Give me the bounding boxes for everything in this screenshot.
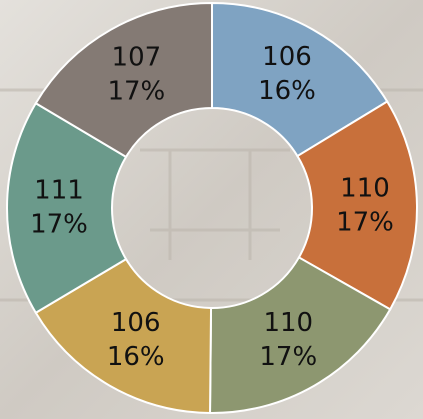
- value-label: 106: [111, 308, 161, 338]
- donut-segment: [34, 1, 213, 159]
- value-label: 110: [263, 308, 313, 338]
- value-label: 106: [262, 42, 312, 72]
- percent-label: 16%: [258, 76, 316, 106]
- percent-label: 17%: [107, 77, 165, 107]
- donut-segment: [6, 101, 128, 315]
- percent-label: 17%: [259, 342, 317, 372]
- donut-segment: [209, 256, 392, 414]
- donut-segment: [211, 1, 389, 158]
- donut-segment: [296, 100, 418, 311]
- value-label: 110: [340, 173, 390, 203]
- donut-segment: [34, 257, 213, 415]
- percent-label: 17%: [336, 207, 394, 237]
- value-label: 107: [112, 43, 162, 73]
- percent-label: 17%: [30, 210, 88, 240]
- value-label: 111: [34, 176, 84, 206]
- percent-label: 16%: [107, 342, 165, 372]
